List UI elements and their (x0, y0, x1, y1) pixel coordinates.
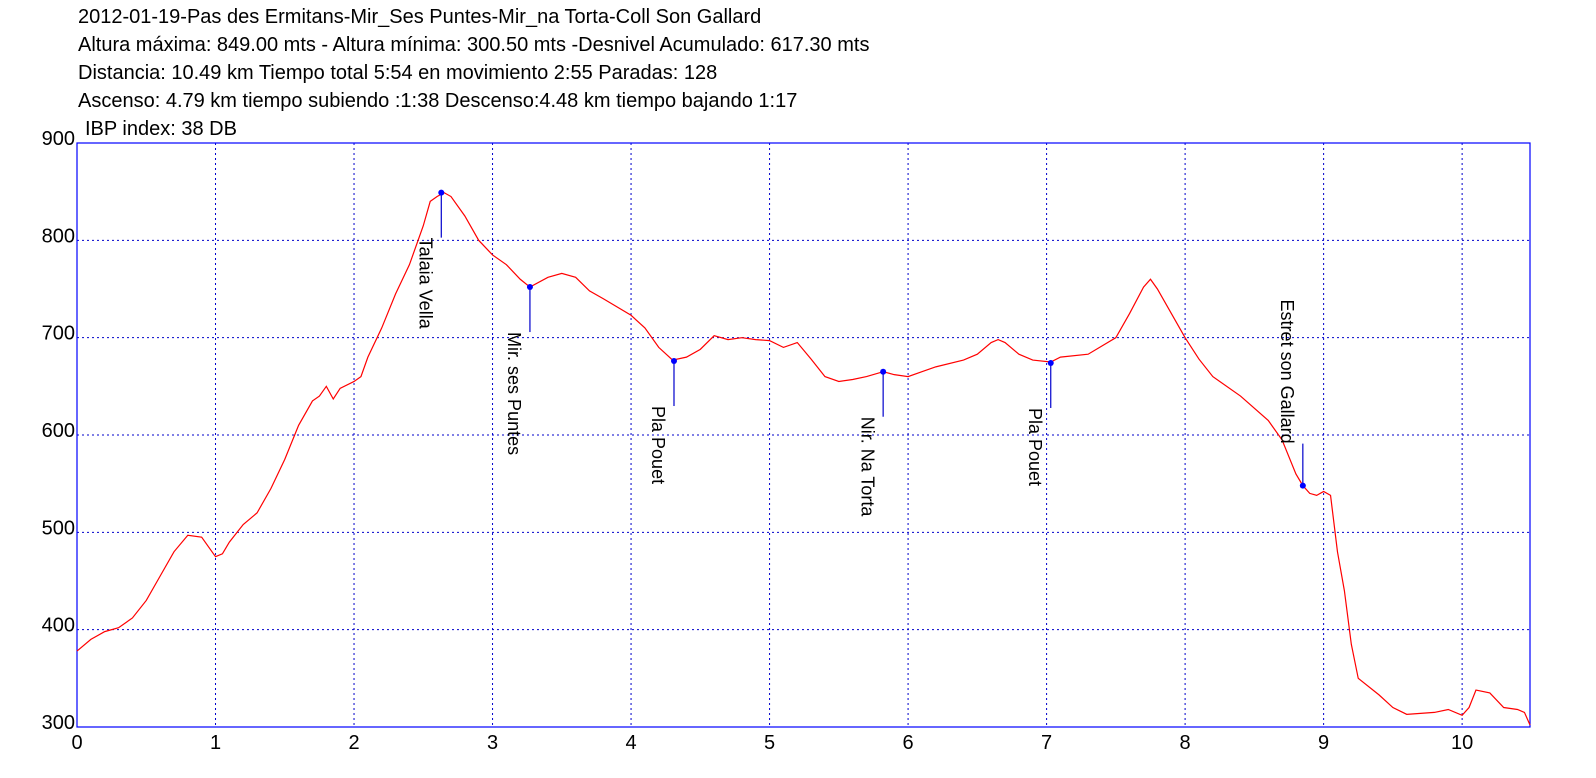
waypoint (1299, 482, 1306, 489)
x-tick-label: 8 (1180, 732, 1191, 754)
annotation-label: Nir. Na Torta (857, 417, 877, 518)
x-tick-label: 0 (71, 732, 82, 754)
annotation-label: Pla Pouet (648, 406, 668, 484)
waypoint (880, 368, 887, 375)
subtitle-line: Ascenso: 4.79 km tiempo subiendo :1:38 D… (78, 90, 797, 112)
annotation-label: Talaia Vella (415, 238, 435, 330)
x-tick-label: 1 (210, 732, 221, 754)
subtitle-line: IBP index: 38 DB (85, 118, 237, 140)
y-tick-label: 800 (42, 225, 75, 247)
y-tick-label: 300 (42, 712, 75, 734)
elevation-line (76, 191, 1531, 726)
x-tick-label: 2 (348, 732, 359, 754)
waypoint (670, 358, 677, 365)
x-tick-label: 5 (764, 732, 775, 754)
y-tick-label: 600 (42, 420, 75, 442)
annotation-label: Pla Pouet (1025, 408, 1045, 486)
x-tick-label: 6 (903, 732, 914, 754)
waypoint (438, 189, 445, 196)
x-tick-label: 3 (487, 732, 498, 754)
x-tick-label: 4 (625, 732, 636, 754)
subtitle-line: Altura máxima: 849.00 mts - Altura mínim… (78, 34, 869, 56)
y-tick-label: 500 (42, 517, 75, 539)
x-tick-label: 10 (1451, 732, 1473, 754)
y-tick-label: 700 (42, 323, 75, 345)
waypoint (526, 284, 533, 291)
y-tick-label: 900 (42, 128, 75, 150)
annotation-label: Mir. ses Puntes (504, 332, 524, 455)
x-tick-label: 7 (1041, 732, 1052, 754)
y-tick-label: 400 (42, 615, 75, 637)
annotation-label: Estret son Gallard (1277, 300, 1297, 444)
plot-border (76, 142, 1531, 728)
chart-title: 2012-01-19-Pas des Ermitans-Mir_Ses Punt… (78, 6, 761, 28)
waypoint (1047, 359, 1054, 366)
subtitle-line: Distancia: 10.49 km Tiempo total 5:54 en… (78, 62, 717, 84)
x-tick-label: 9 (1318, 732, 1329, 754)
